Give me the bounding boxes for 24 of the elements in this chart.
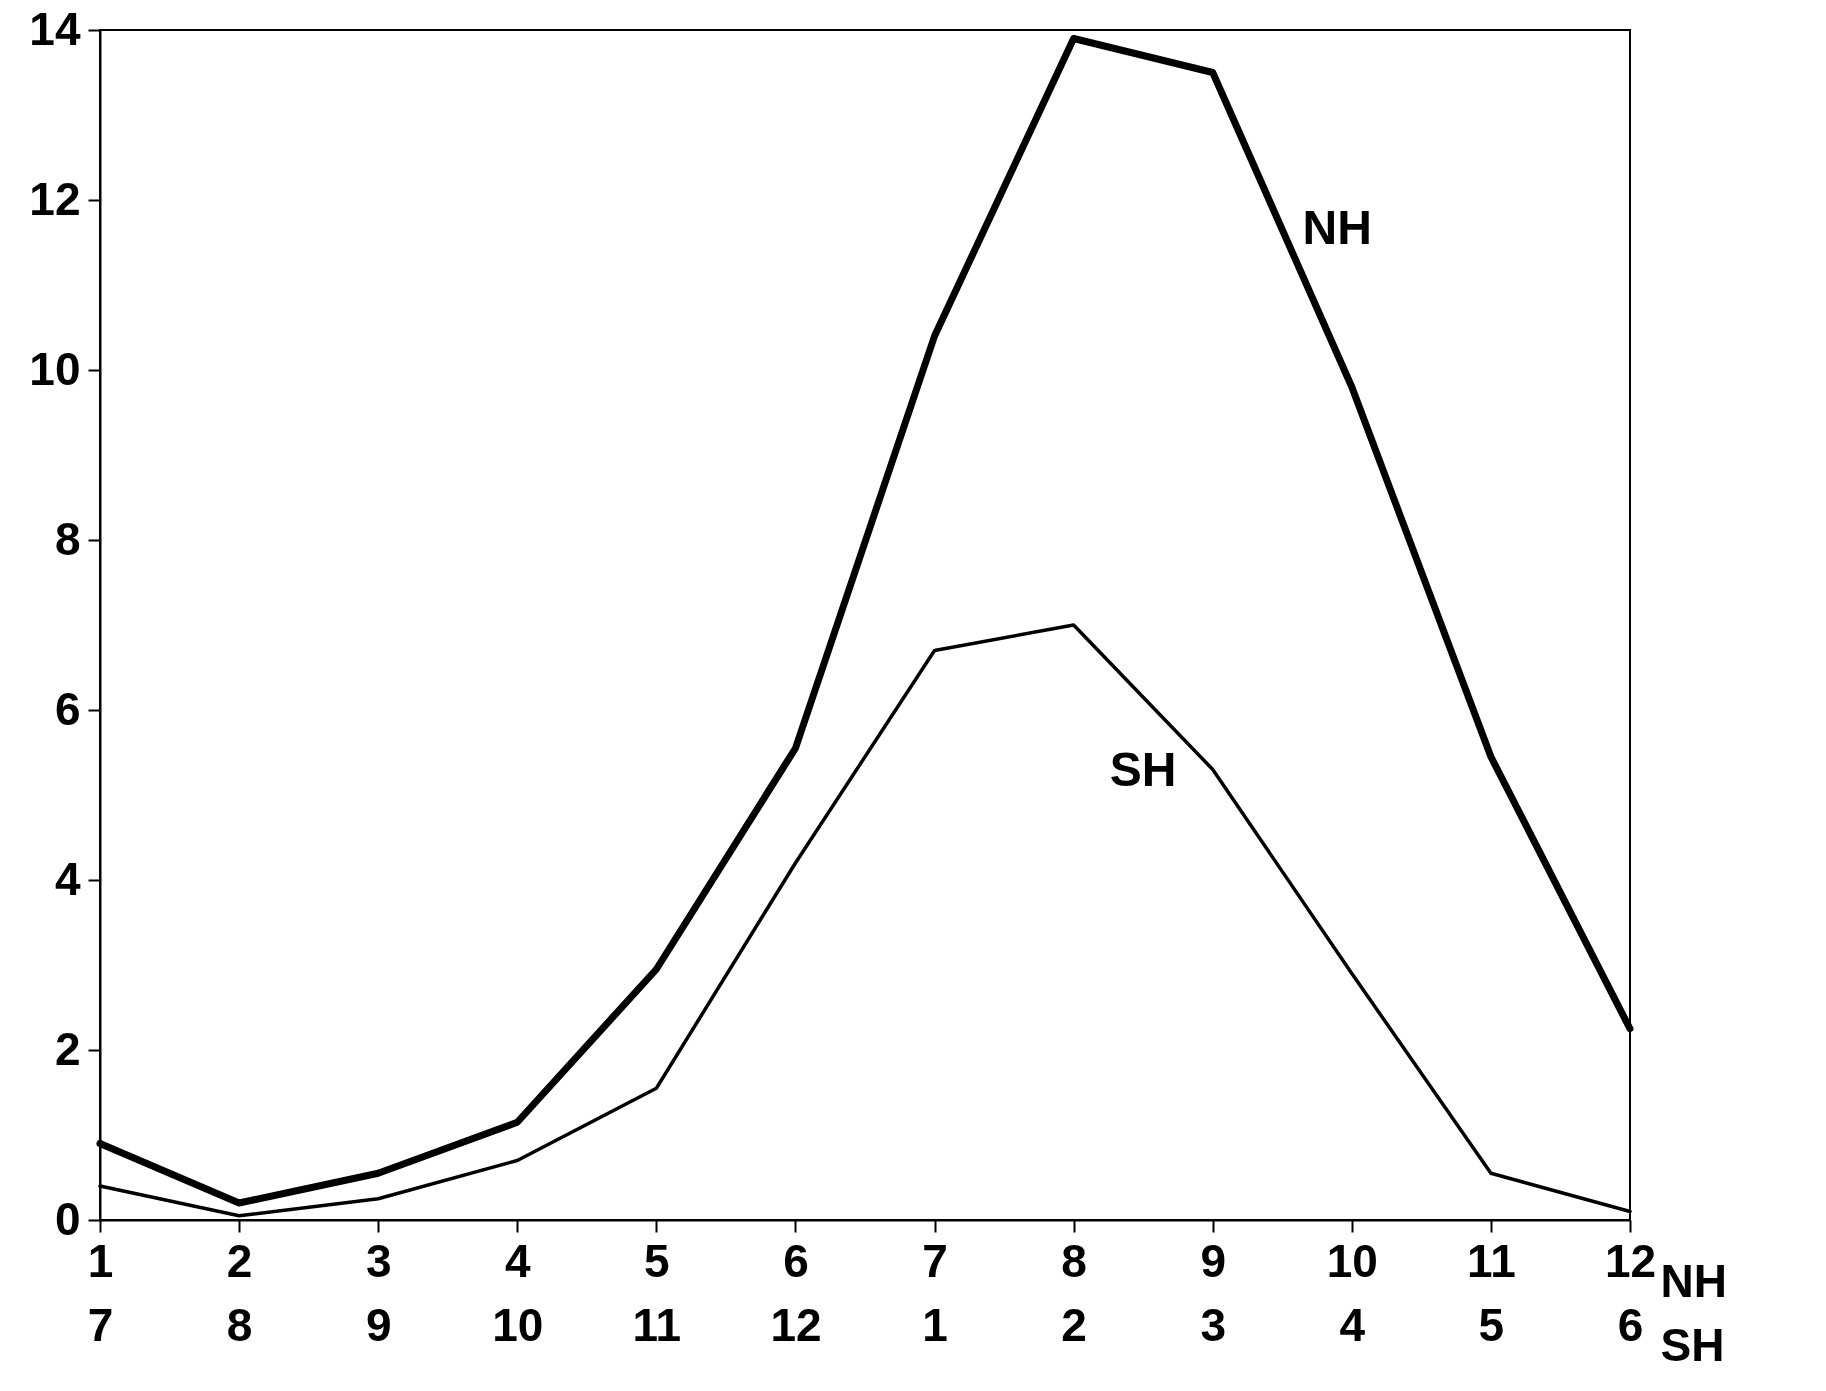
series-label: NH: [1302, 200, 1372, 254]
y-tick-label: 4: [54, 852, 81, 905]
x-tick-label: 10 4: [1326, 1234, 1378, 1351]
x-tick-label: 7 1: [922, 1234, 948, 1351]
y-tick-label: 2: [54, 1022, 81, 1075]
x-tick-label: 4 10: [492, 1234, 544, 1351]
y-tick-label: 10: [29, 342, 81, 395]
x-tick-label: 11 5: [1467, 1234, 1516, 1351]
x-tick-label: 9 3: [1200, 1234, 1227, 1351]
x-axis-title: NH: [1660, 1254, 1727, 1307]
y-tick-label: 0: [54, 1192, 81, 1245]
x-tick-label: 6 12: [770, 1234, 822, 1351]
x-tick-label: 1 7: [87, 1234, 114, 1351]
x2-axis-title: SH: [1660, 1318, 1725, 1371]
x-tick-label: 5 11: [632, 1234, 682, 1351]
y-tick-label: 14: [29, 2, 81, 55]
y-tick-label: 12: [29, 172, 81, 225]
x-tick-label: 12 6: [1604, 1234, 1657, 1351]
y-tick-label: 6: [54, 682, 81, 735]
x-tick-label: 3 9: [365, 1234, 392, 1351]
x-tick-label: 2 8: [226, 1234, 253, 1351]
series-label: SH: [1109, 743, 1177, 797]
y-tick-label: 8: [54, 512, 81, 565]
x-tick-label: 8 2: [1061, 1234, 1087, 1351]
